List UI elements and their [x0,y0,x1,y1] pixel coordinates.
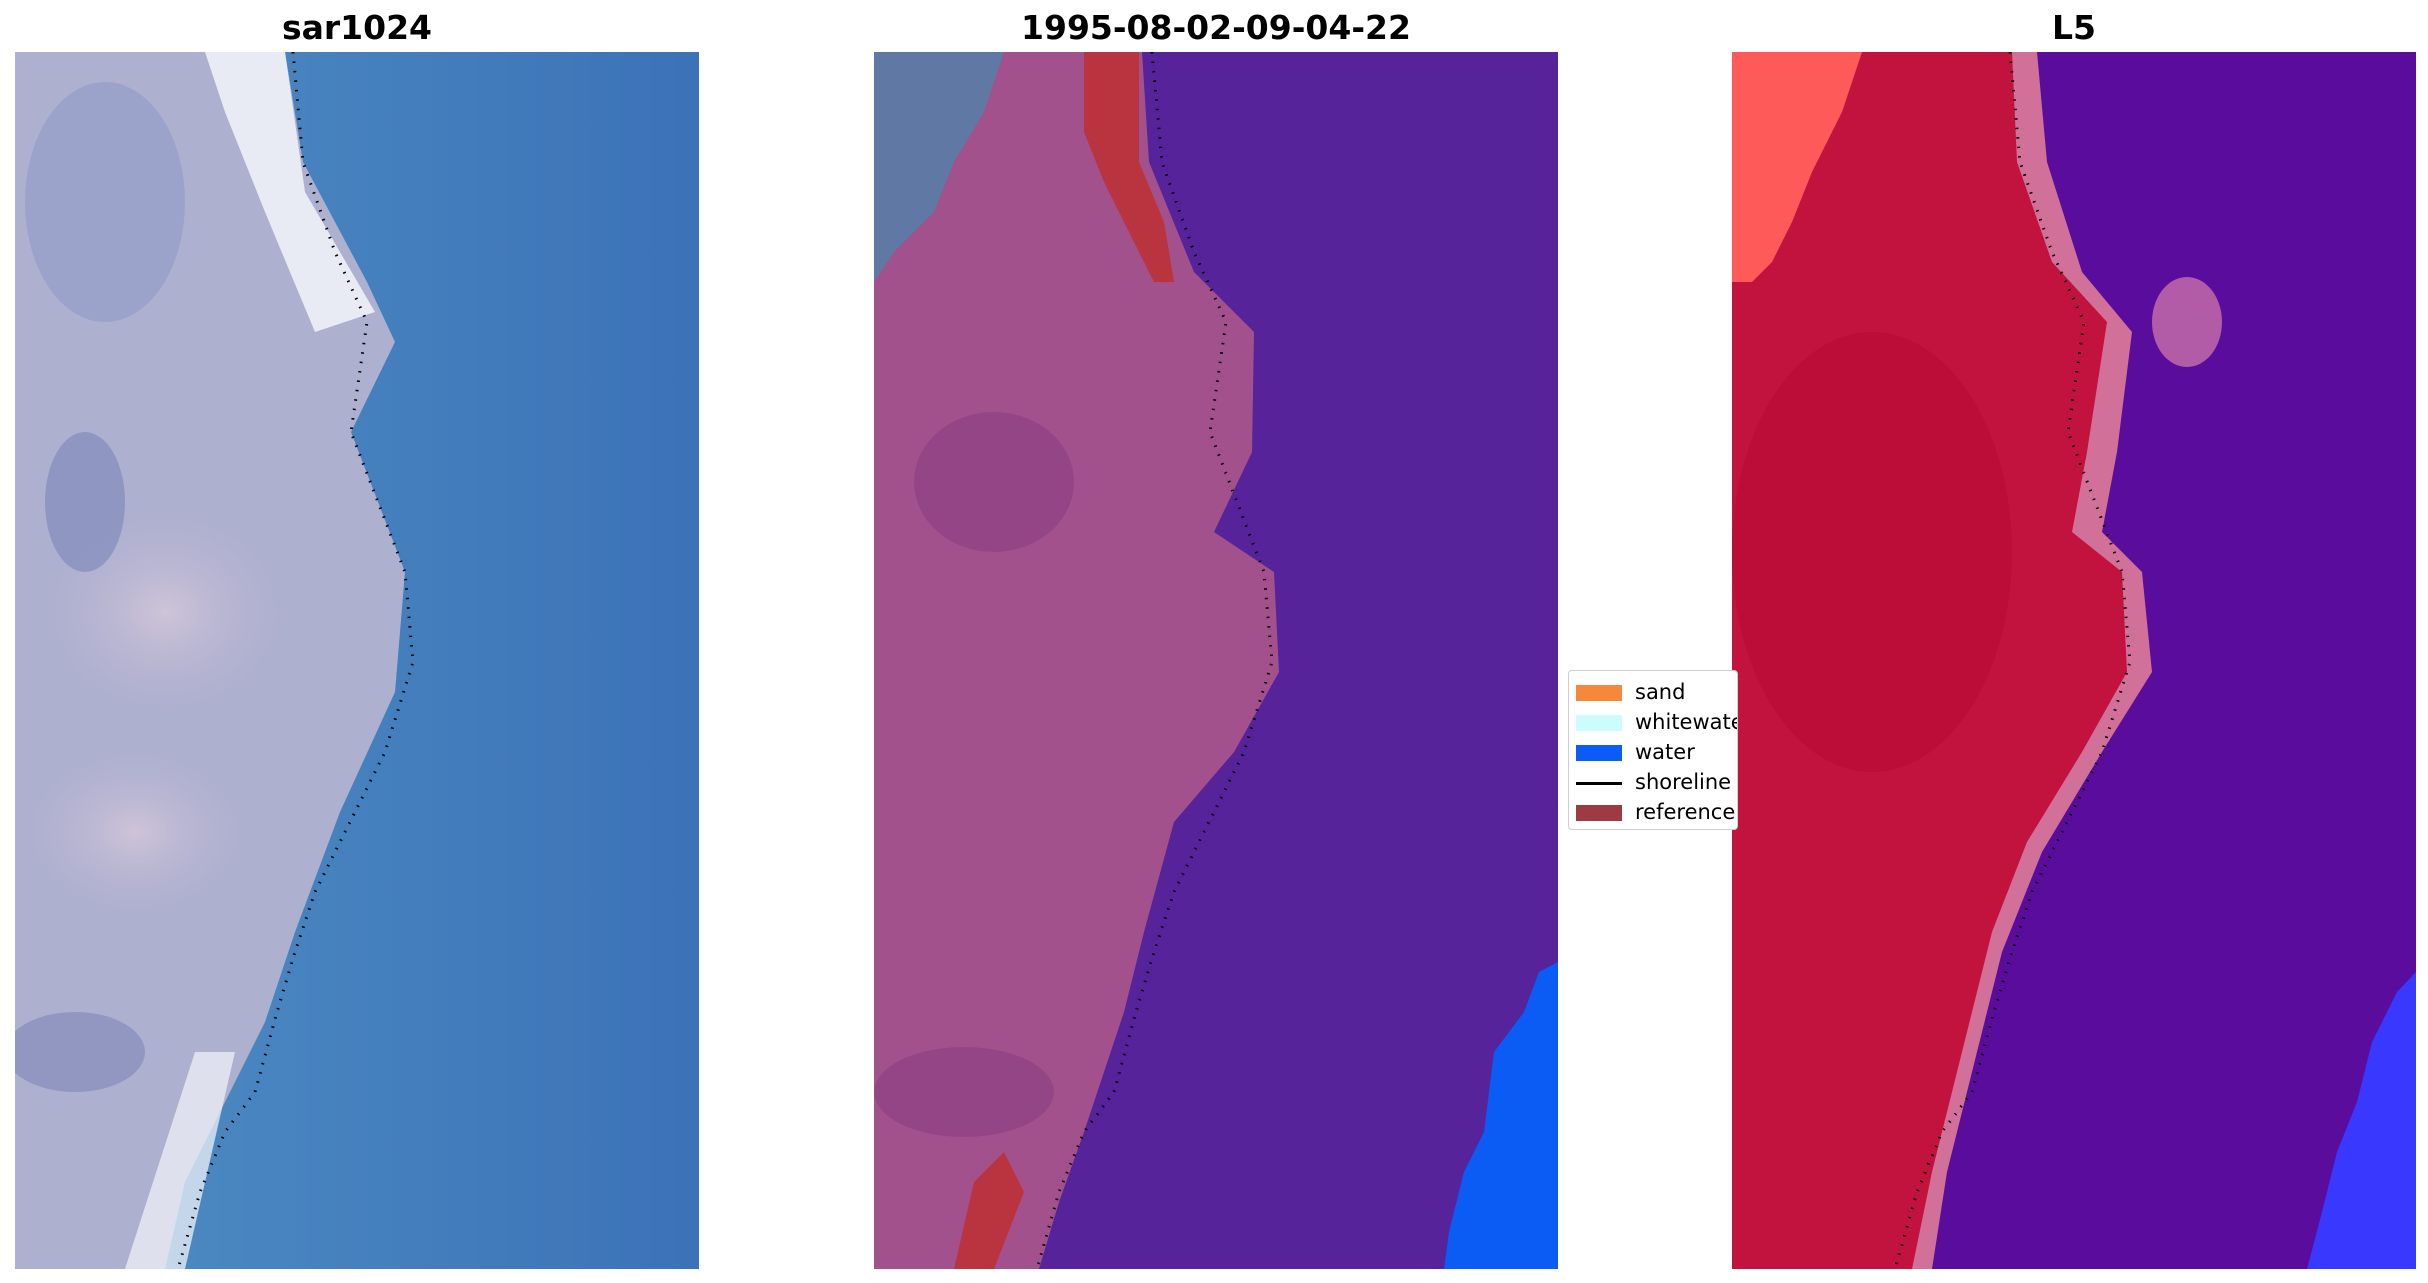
class-reference-bottom [954,1152,1024,1269]
legend-swatch-sand [1576,685,1622,701]
sar-image [15,52,699,1269]
legend-item-water: water [1569,736,1737,766]
legend-label: whitewater [1635,710,1737,734]
whitewater-foam [205,52,375,332]
legend-swatch-water [1576,745,1622,761]
legend-swatch-whitewater [1576,715,1622,731]
legend-label: reference [1635,800,1736,824]
legend-line-shoreline [1576,782,1622,785]
legend: sand whitewater water shoreline referenc… [1568,670,1738,830]
image-panel-l5 [1732,52,2416,1269]
panel-title-sar1024: sar1024 [281,8,433,47]
legend-swatch-reference [1576,805,1622,821]
l5-sand-corner [1732,52,1862,282]
class-reference-top [1084,52,1174,282]
class-water-corner [1444,962,1558,1269]
legend-item-sand: sand [1569,676,1737,706]
panel-title-date: 1995-08-02-09-04-22 [1021,8,1411,47]
image-panel-classification [874,52,1558,1269]
l5-water-corner [2307,972,2416,1269]
l5-image [1732,52,2416,1269]
class-land-area [874,52,1279,1269]
panel-title-l5: L5 [2052,8,2096,47]
classification-image [874,52,1558,1269]
legend-label: sand [1635,680,1686,704]
class-sand-corner [874,52,1004,282]
legend-item-reference: reference [1569,796,1737,826]
legend-label: water [1635,740,1695,764]
legend-label: shoreline [1635,770,1732,794]
legend-item-shoreline: shoreline [1569,766,1737,796]
legend-item-whitewater: whitewater [1569,706,1737,736]
image-panel-sar1024 [15,52,699,1269]
